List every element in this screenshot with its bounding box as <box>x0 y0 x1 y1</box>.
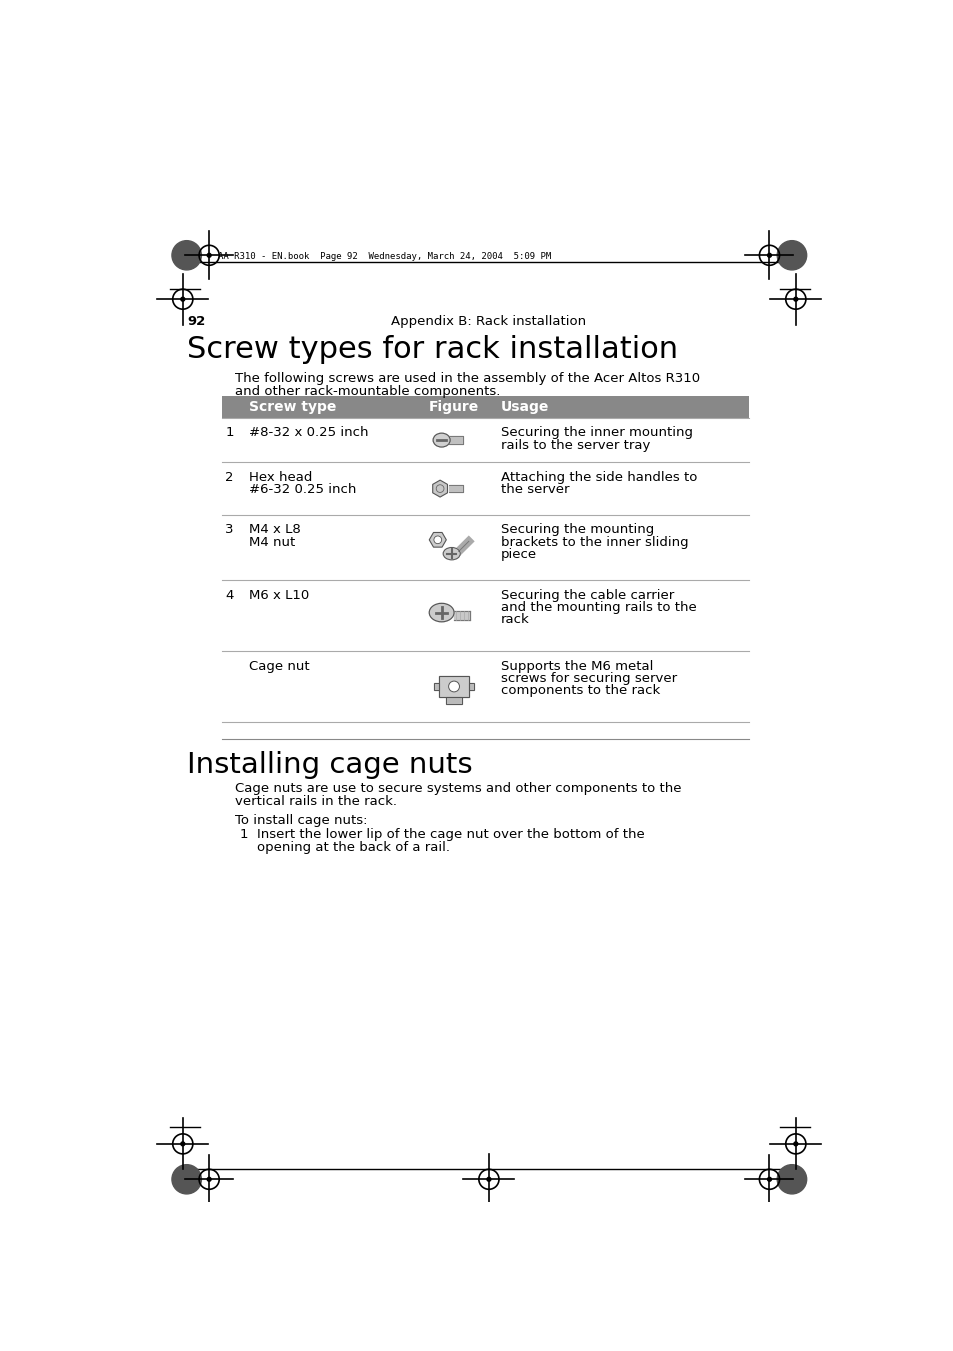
Bar <box>468 682 474 690</box>
Text: Securing the inner mounting: Securing the inner mounting <box>500 426 692 439</box>
Circle shape <box>181 1142 185 1146</box>
Text: AA R310 - EN.book  Page 92  Wednesday, March 24, 2004  5:09 PM: AA R310 - EN.book Page 92 Wednesday, Mar… <box>218 251 551 261</box>
Text: components to the rack: components to the rack <box>500 684 659 697</box>
Polygon shape <box>433 480 447 497</box>
Text: Cage nuts are use to secure systems and other components to the: Cage nuts are use to secure systems and … <box>235 782 681 794</box>
Text: Appendix B: Rack installation: Appendix B: Rack installation <box>391 315 586 327</box>
Circle shape <box>486 1177 491 1181</box>
Circle shape <box>767 1177 771 1181</box>
Text: Installing cage nuts: Installing cage nuts <box>187 751 473 780</box>
Circle shape <box>172 240 201 270</box>
Text: #6-32 0.25 inch: #6-32 0.25 inch <box>249 484 355 496</box>
Text: Hex head: Hex head <box>249 471 312 484</box>
Text: vertical rails in the rack.: vertical rails in the rack. <box>235 794 397 808</box>
Circle shape <box>207 1177 211 1181</box>
Text: #8-32 x 0.25 inch: #8-32 x 0.25 inch <box>249 426 368 439</box>
Circle shape <box>448 681 459 692</box>
Circle shape <box>172 1165 201 1194</box>
Text: 1: 1 <box>239 828 248 842</box>
Text: M4 x L8: M4 x L8 <box>249 523 300 536</box>
Text: screws for securing server: screws for securing server <box>500 671 676 685</box>
Text: Cage nut: Cage nut <box>249 659 309 673</box>
Circle shape <box>777 240 806 270</box>
Text: M4 nut: M4 nut <box>249 535 294 549</box>
Text: piece: piece <box>500 549 537 561</box>
FancyBboxPatch shape <box>221 396 748 417</box>
Bar <box>434 682 439 690</box>
Bar <box>446 697 461 704</box>
Text: opening at the back of a rail.: opening at the back of a rail. <box>257 842 450 854</box>
Circle shape <box>207 254 211 257</box>
Polygon shape <box>429 532 446 547</box>
Bar <box>448 436 462 444</box>
Ellipse shape <box>443 547 459 559</box>
Text: brackets to the inner sliding: brackets to the inner sliding <box>500 535 687 549</box>
Bar <box>448 485 462 493</box>
Text: To install cage nuts:: To install cage nuts: <box>235 815 368 827</box>
Bar <box>439 676 468 697</box>
Text: Insert the lower lip of the cage nut over the bottom of the: Insert the lower lip of the cage nut ove… <box>257 828 644 842</box>
Circle shape <box>793 1142 797 1146</box>
Bar <box>434 682 439 690</box>
Text: 92: 92 <box>187 315 206 327</box>
Ellipse shape <box>433 434 450 447</box>
Circle shape <box>181 297 185 301</box>
Text: Screw types for rack installation: Screw types for rack installation <box>187 335 678 363</box>
Text: Supports the M6 metal: Supports the M6 metal <box>500 659 652 673</box>
Bar <box>454 611 469 620</box>
Text: 1: 1 <box>225 426 233 439</box>
Text: 4: 4 <box>225 589 233 601</box>
Text: Securing the cable carrier: Securing the cable carrier <box>500 589 673 601</box>
Text: Usage: Usage <box>500 400 548 413</box>
Text: and the mounting rails to the: and the mounting rails to the <box>500 601 696 613</box>
Text: Securing the mounting: Securing the mounting <box>500 523 653 536</box>
Text: rails to the server tray: rails to the server tray <box>500 439 649 451</box>
Bar <box>439 676 468 697</box>
Bar <box>468 682 474 690</box>
Text: Attaching the side handles to: Attaching the side handles to <box>500 471 697 484</box>
Text: The following screws are used in the assembly of the Acer Altos R310: The following screws are used in the ass… <box>235 372 700 385</box>
Text: 2: 2 <box>225 471 233 484</box>
Text: Figure: Figure <box>429 400 478 413</box>
Circle shape <box>793 297 797 301</box>
Text: Screw type: Screw type <box>249 400 335 413</box>
Text: the server: the server <box>500 484 568 496</box>
Text: rack: rack <box>500 613 529 627</box>
Ellipse shape <box>429 604 454 621</box>
Circle shape <box>434 536 441 543</box>
Bar <box>446 697 461 704</box>
Circle shape <box>767 254 771 257</box>
Circle shape <box>777 1165 806 1194</box>
Text: and other rack-mountable components.: and other rack-mountable components. <box>235 385 500 397</box>
Text: M6 x L10: M6 x L10 <box>249 589 309 601</box>
Text: 3: 3 <box>225 523 233 536</box>
